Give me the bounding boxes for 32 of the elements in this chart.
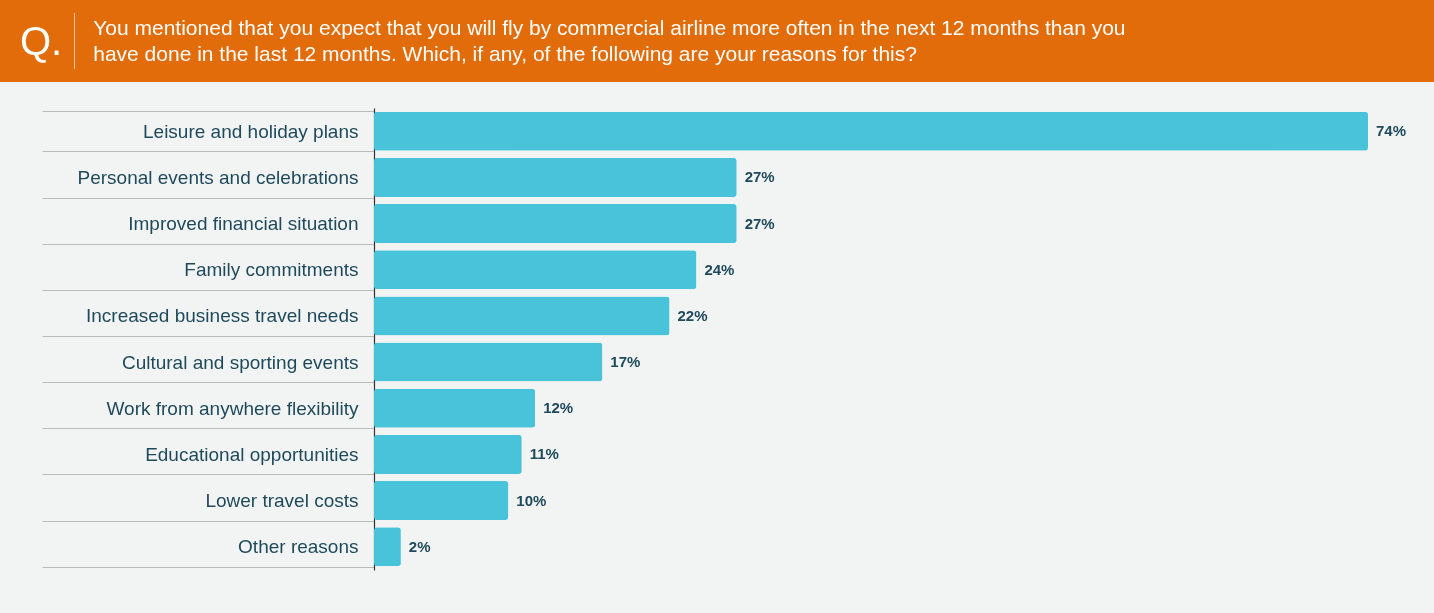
chart-title: You mentioned that you expect that you will fly by commercial airline more often in the next 12 months than you have done in the last 12 months. Which, if any, of the following are your reasons for this? bbox=[93, 15, 1127, 67]
data-label: 10% bbox=[516, 491, 547, 509]
bar bbox=[374, 204, 737, 244]
bar bbox=[374, 388, 536, 428]
text: Q. bbox=[0, 13, 76, 69]
data-label: 11% bbox=[529, 445, 559, 463]
bar bbox=[374, 527, 401, 567]
y-tick-label: Leisure and holiday plans bbox=[143, 120, 359, 142]
bar bbox=[374, 111, 1368, 151]
y-tick-label: Other reasons bbox=[238, 536, 359, 558]
y-tick-label: Personal events and celebrations bbox=[77, 166, 359, 188]
y-tick-label: Lower travel costs bbox=[205, 490, 359, 512]
data-label: 27% bbox=[744, 214, 775, 232]
data-label: 17% bbox=[610, 353, 641, 371]
data-label: 74% bbox=[1376, 122, 1407, 140]
y-tick-label: Family commitments bbox=[184, 259, 359, 281]
y-tick-label: Cultural and sporting events bbox=[121, 351, 359, 373]
y-tick-label: Increased business travel needs bbox=[86, 305, 359, 327]
data-label: 12% bbox=[543, 399, 574, 417]
bar bbox=[374, 342, 603, 382]
bar bbox=[374, 481, 509, 521]
y-tick-label: Improved financial situation bbox=[128, 213, 359, 235]
bar bbox=[374, 157, 737, 197]
y-tick-label: Educational opportunities bbox=[145, 443, 359, 465]
data-label: 22% bbox=[677, 306, 708, 324]
data-label: 24% bbox=[704, 260, 735, 278]
bar bbox=[374, 296, 670, 336]
bar bbox=[374, 434, 522, 474]
bar bbox=[374, 250, 697, 290]
y-tick-label: Work from anywhere flexibility bbox=[106, 397, 359, 419]
data-label: 2% bbox=[408, 537, 431, 555]
data-label: 27% bbox=[744, 168, 775, 186]
